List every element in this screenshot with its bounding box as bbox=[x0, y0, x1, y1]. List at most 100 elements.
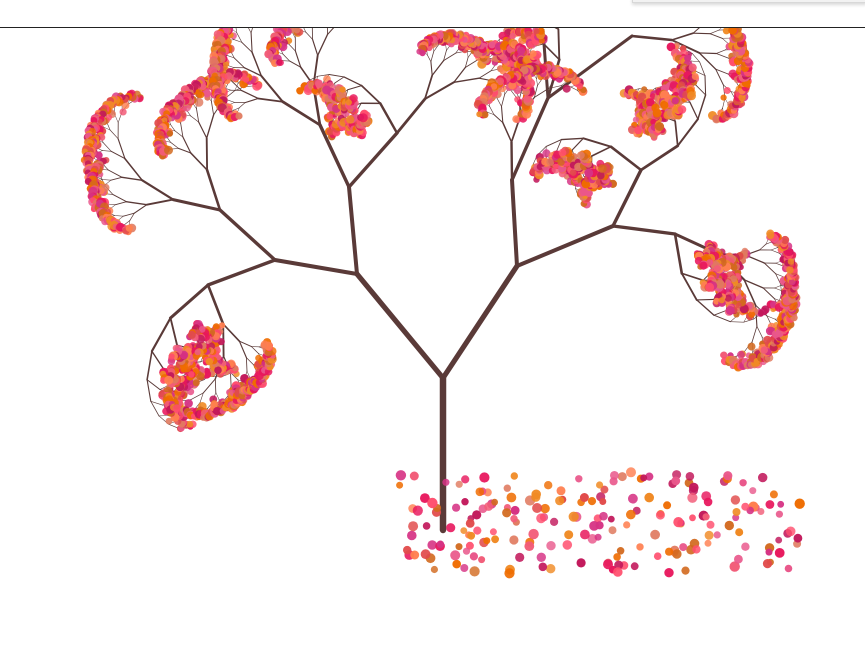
branch-segment bbox=[560, 81, 567, 86]
blossom bbox=[158, 390, 165, 398]
branch-segment bbox=[102, 150, 112, 152]
branch-segment bbox=[182, 136, 192, 154]
branch-segment bbox=[205, 168, 222, 212]
branch-segment bbox=[241, 41, 253, 53]
branch-segment bbox=[178, 147, 192, 154]
branch-segment bbox=[170, 141, 179, 149]
branch-segment bbox=[545, 139, 562, 147]
branch-segment bbox=[770, 247, 778, 251]
branch-segment bbox=[689, 101, 699, 120]
blossom bbox=[164, 145, 173, 155]
branch-segment bbox=[515, 224, 615, 268]
blossom bbox=[419, 49, 426, 57]
branch-segment bbox=[309, 75, 319, 81]
blossom bbox=[315, 80, 323, 89]
branch-segment bbox=[699, 61, 706, 76]
branch-segment bbox=[347, 85, 363, 91]
branch-segment bbox=[238, 340, 252, 348]
main-limb-left bbox=[354, 271, 446, 381]
branch-segment bbox=[170, 124, 176, 132]
branch-segment bbox=[715, 49, 726, 54]
branch-segment bbox=[294, 50, 302, 68]
branch-segment bbox=[105, 179, 112, 185]
branch-segment bbox=[238, 340, 247, 359]
window-tab-edge bbox=[632, 0, 865, 3]
branch-segment bbox=[709, 33, 723, 39]
branch-segment bbox=[713, 310, 727, 316]
blossom bbox=[125, 224, 134, 232]
blossom bbox=[213, 30, 222, 38]
branch-segment bbox=[696, 298, 715, 301]
branch-segment bbox=[260, 74, 284, 103]
blossom bbox=[213, 407, 222, 416]
branch-segment bbox=[379, 102, 399, 135]
branch-segment bbox=[360, 84, 382, 105]
branch-segment bbox=[102, 179, 112, 181]
branch-segment bbox=[673, 232, 684, 275]
branch-segment bbox=[169, 283, 210, 320]
branch-segment bbox=[697, 94, 707, 120]
branch-segment bbox=[125, 201, 148, 206]
blossom bbox=[95, 151, 103, 160]
branch-segment bbox=[236, 32, 243, 43]
branch-segment bbox=[536, 78, 538, 86]
branch-segment bbox=[171, 198, 222, 212]
blossom bbox=[164, 375, 174, 385]
branch-segment bbox=[546, 34, 634, 100]
branch-segment bbox=[347, 185, 359, 276]
blossom bbox=[205, 357, 214, 366]
main-limb-right bbox=[440, 263, 520, 381]
blossom bbox=[194, 349, 201, 356]
branch-segment bbox=[694, 70, 706, 76]
branch-segment bbox=[426, 54, 432, 63]
blossom bbox=[197, 91, 205, 99]
branch-segment bbox=[763, 262, 777, 275]
branch-segment bbox=[500, 105, 504, 124]
branch-segment bbox=[743, 318, 754, 323]
blossom bbox=[187, 330, 196, 339]
blossom bbox=[212, 323, 220, 331]
branch-segment bbox=[169, 317, 179, 347]
branch-segment bbox=[548, 85, 562, 89]
branch-segment bbox=[118, 215, 124, 221]
blossom bbox=[188, 371, 195, 378]
branch-segment bbox=[251, 51, 263, 77]
branch-segment bbox=[305, 31, 313, 40]
branch-segment bbox=[222, 323, 241, 343]
branch-segment bbox=[691, 53, 700, 63]
branch-segment bbox=[713, 314, 731, 323]
branch-segment bbox=[281, 100, 322, 127]
branch-segment bbox=[343, 76, 363, 87]
blossom bbox=[192, 379, 200, 387]
branch-segment bbox=[560, 137, 584, 141]
branch-segment bbox=[124, 220, 131, 225]
blossom bbox=[184, 399, 193, 408]
blossom bbox=[293, 26, 301, 34]
branch-segment bbox=[233, 57, 245, 69]
branch-segment bbox=[510, 178, 519, 268]
branch-segment bbox=[430, 61, 433, 76]
branch-segment bbox=[230, 372, 232, 387]
branch-segment bbox=[110, 150, 126, 160]
branch-segment bbox=[150, 400, 163, 406]
branch-segment bbox=[715, 68, 724, 86]
branch-segment bbox=[542, 42, 561, 61]
branch-segment bbox=[478, 70, 492, 79]
branch-segment bbox=[121, 176, 143, 181]
branch-segment bbox=[556, 139, 562, 152]
branch-segment bbox=[534, 75, 537, 79]
branch-segment bbox=[103, 127, 111, 131]
branch-segment bbox=[282, 53, 291, 62]
branch-segment bbox=[548, 80, 555, 89]
branch-segment bbox=[715, 53, 729, 59]
branch-segment bbox=[102, 142, 112, 152]
branch-segment bbox=[698, 52, 717, 70]
branch-segment bbox=[676, 118, 699, 147]
branch-segment bbox=[729, 321, 745, 323]
branch-segment bbox=[190, 115, 200, 123]
branch-segment bbox=[234, 39, 243, 43]
blossom bbox=[122, 101, 130, 110]
branch-segment bbox=[445, 44, 447, 51]
branch-segment bbox=[150, 400, 160, 417]
